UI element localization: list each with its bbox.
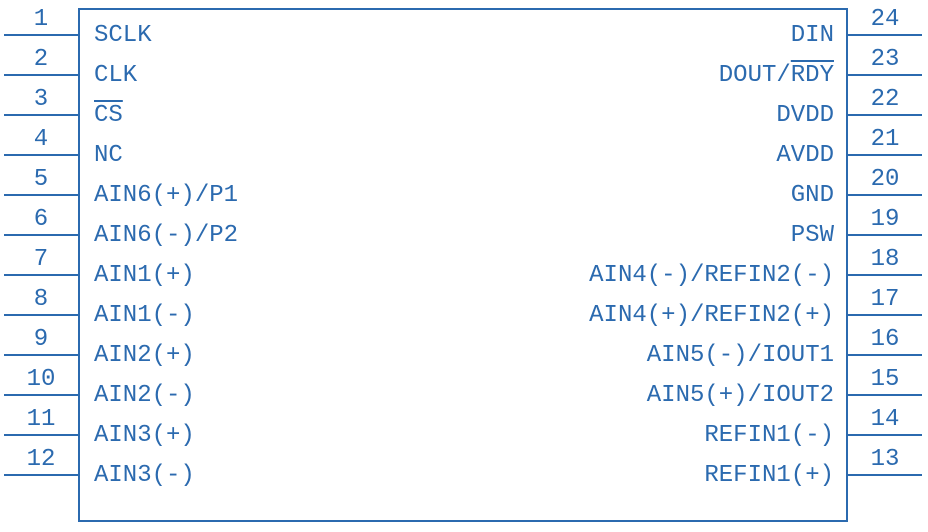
pin-number: 5 xyxy=(4,166,78,193)
pin-number: 20 xyxy=(848,166,922,193)
pin-lead xyxy=(848,474,922,476)
pin-lead xyxy=(848,154,922,156)
pin-lead xyxy=(4,194,78,196)
pin-number: 18 xyxy=(848,246,922,273)
pin-lead xyxy=(4,394,78,396)
pin-label: AIN1(+) xyxy=(94,262,195,289)
pin-label: AIN3(-) xyxy=(94,462,195,489)
pin-number: 22 xyxy=(848,86,922,113)
pin-number: 8 xyxy=(4,286,78,313)
pin-number: 21 xyxy=(848,126,922,153)
pin-lead xyxy=(4,354,78,356)
pin-lead xyxy=(4,434,78,436)
pin-label: AIN4(+)/REFIN2(+) xyxy=(589,302,834,329)
pin-lead xyxy=(848,274,922,276)
pin-number: 4 xyxy=(4,126,78,153)
pin-lead xyxy=(848,114,922,116)
pin-number: 2 xyxy=(4,46,78,73)
pin-label: AVDD xyxy=(776,142,834,169)
pin-label: AIN2(-) xyxy=(94,382,195,409)
pin-number: 14 xyxy=(848,406,922,433)
pin-number: 1 xyxy=(4,6,78,33)
pin-label: AIN6(-)/P2 xyxy=(94,222,238,249)
pin-lead xyxy=(4,314,78,316)
pin-label: DVDD xyxy=(776,102,834,129)
pin-number: 9 xyxy=(4,326,78,353)
pin-lead xyxy=(848,394,922,396)
pin-number: 24 xyxy=(848,6,922,33)
pin-lead xyxy=(848,34,922,36)
pin-label: GND xyxy=(791,182,834,209)
pin-label: CLK xyxy=(94,62,137,89)
pin-lead xyxy=(4,114,78,116)
pin-lead xyxy=(4,234,78,236)
pin-label: PSW xyxy=(791,222,834,249)
pin-number: 19 xyxy=(848,206,922,233)
pin-label: AIN1(-) xyxy=(94,302,195,329)
pin-number: 15 xyxy=(848,366,922,393)
pin-label: AIN3(+) xyxy=(94,422,195,449)
pin-lead xyxy=(4,474,78,476)
pin-label: REFIN1(-) xyxy=(704,422,834,449)
pin-lead xyxy=(4,74,78,76)
pin-number: 13 xyxy=(848,446,922,473)
pin-lead xyxy=(848,234,922,236)
pin-lead xyxy=(4,34,78,36)
pin-lead xyxy=(4,154,78,156)
pin-label: AIN5(-)/IOUT1 xyxy=(647,342,834,369)
pin-label: DOUT/RDY xyxy=(719,62,834,89)
pin-number: 7 xyxy=(4,246,78,273)
pin-lead xyxy=(848,314,922,316)
pin-number: 17 xyxy=(848,286,922,313)
pin-number: 11 xyxy=(4,406,78,433)
pin-number: 10 xyxy=(4,366,78,393)
pin-lead xyxy=(848,354,922,356)
pin-label: NC xyxy=(94,142,123,169)
pin-label: AIN4(-)/REFIN2(-) xyxy=(589,262,834,289)
pin-lead xyxy=(848,74,922,76)
pin-number: 3 xyxy=(4,86,78,113)
pin-number: 23 xyxy=(848,46,922,73)
pin-label: DIN xyxy=(791,22,834,49)
pin-label: AIN6(+)/P1 xyxy=(94,182,238,209)
pin-number: 16 xyxy=(848,326,922,353)
pin-label: AIN2(+) xyxy=(94,342,195,369)
pin-number: 6 xyxy=(4,206,78,233)
pin-lead xyxy=(848,194,922,196)
pin-number: 12 xyxy=(4,446,78,473)
pin-label: CS xyxy=(94,102,123,129)
pin-label: SCLK xyxy=(94,22,152,49)
pin-lead xyxy=(4,274,78,276)
pin-label: AIN5(+)/IOUT2 xyxy=(647,382,834,409)
pin-lead xyxy=(848,434,922,436)
pin-label: REFIN1(+) xyxy=(704,462,834,489)
